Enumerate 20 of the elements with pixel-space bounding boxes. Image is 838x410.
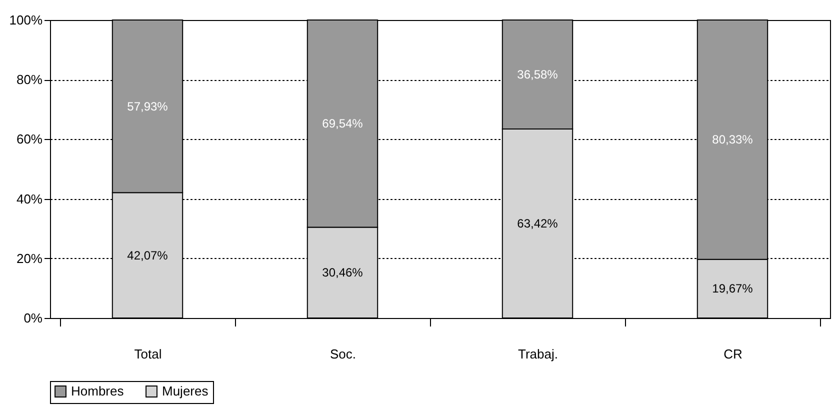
y-tick-label: 20%: [16, 250, 43, 266]
data-label: 63,42%: [517, 216, 558, 231]
data-label: 42,07%: [127, 248, 168, 262]
data-label: 80,33%: [712, 132, 754, 147]
data-label: 57,93%: [127, 99, 168, 114]
data-label: 19,67%: [712, 282, 754, 296]
y-tick-label: 40%: [16, 191, 43, 206]
x-tick-label: Soc.: [330, 346, 356, 362]
legend-label: Mujeres: [162, 384, 209, 399]
y-tick-label: 100%: [9, 12, 43, 28]
x-tick-label: Trabaj.: [518, 346, 558, 362]
data-label: 30,46%: [322, 266, 364, 280]
legend-label: Hombres: [71, 384, 124, 399]
y-tick-label: 60%: [16, 132, 43, 147]
data-label: 36,58%: [517, 68, 558, 82]
x-tick-label: CR: [724, 346, 742, 362]
y-tick-label: 80%: [16, 72, 43, 88]
data-label: 69,54%: [322, 116, 364, 131]
y-tick-label: 0%: [24, 310, 43, 326]
x-tick-label: Total: [134, 346, 162, 362]
